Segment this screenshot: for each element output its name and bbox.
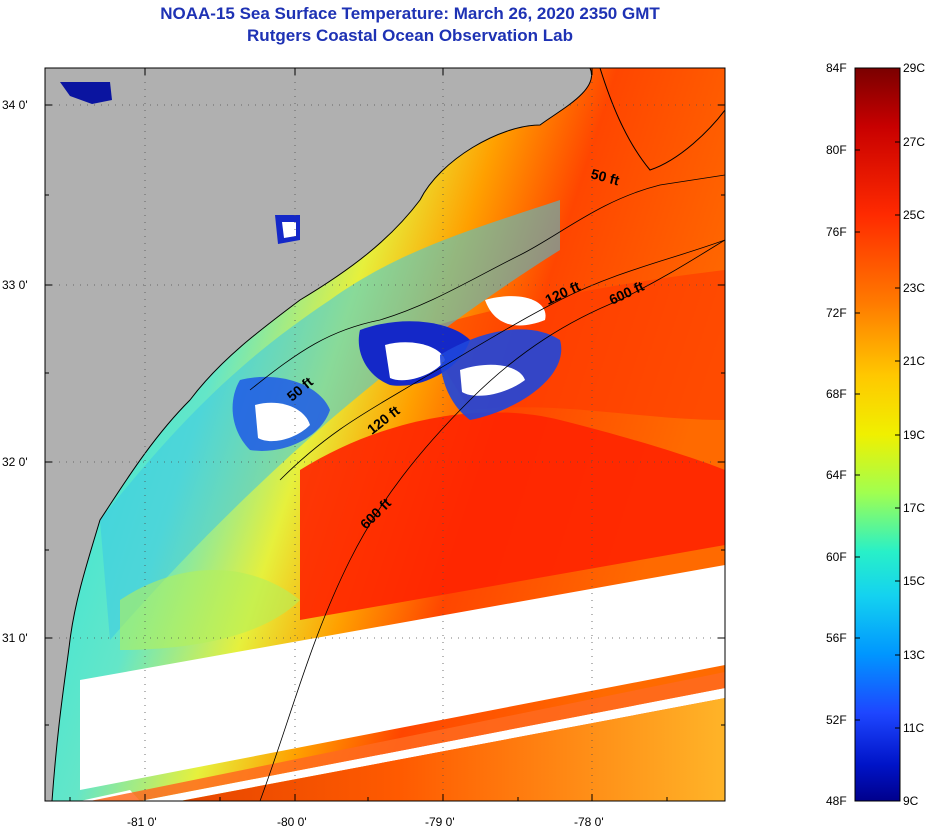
lat-label-34: 34 0' [2, 98, 28, 112]
isobath-120ft [279, 239, 725, 481]
map-subtitle: Rutgers Coastal Ocean Observation Lab [247, 26, 573, 45]
cb-c-11: 11C [903, 721, 925, 735]
cb-c-25: 25C [903, 208, 926, 222]
lat-label-32: 32 0' [2, 455, 28, 469]
cb-f-56: 56F [826, 631, 847, 645]
isobath-label-50a: 50 ft [589, 165, 621, 188]
plot-frame [44, 67, 726, 802]
cb-f-64: 64F [826, 468, 847, 482]
cb-c-15: 15C [903, 574, 926, 588]
map-title: NOAA-15 Sea Surface Temperature: March 2… [160, 4, 660, 23]
lon-label-79: -79 0' [425, 815, 455, 829]
coastline-nc [599, 68, 725, 171]
cb-c-9: 9C [903, 794, 919, 808]
coastline [51, 68, 593, 801]
axis-ticks [45, 68, 725, 801]
cb-f-84: 84F [826, 61, 847, 75]
cb-c-23: 23C [903, 281, 926, 295]
cb-c-13: 13C [903, 648, 926, 662]
cb-f-60: 60F [826, 550, 847, 564]
cb-f-72: 72F [826, 306, 847, 320]
south-data-strip [180, 698, 725, 801]
cb-f-68: 68F [826, 387, 847, 401]
colorbar-ticks [855, 141, 900, 729]
cb-c-17: 17C [903, 501, 926, 515]
lat-label-31: 31 0' [2, 631, 28, 645]
warm-core [300, 412, 725, 620]
lon-label-80: -80 0' [277, 815, 307, 829]
lat-label-33: 33 0' [2, 278, 28, 292]
cloud-patch-3 [485, 296, 546, 326]
cb-c-21: 21C [903, 354, 926, 368]
nodata-swath [80, 565, 725, 790]
isobath-50ft [249, 174, 725, 391]
cb-f-76: 76F [826, 225, 847, 239]
cb-c-27: 27C [903, 135, 926, 149]
land-mass [45, 68, 592, 801]
cool-shelf [100, 200, 560, 640]
cb-f-80: 80F [826, 143, 847, 157]
cb-c-29: 29C [903, 61, 926, 75]
lake-patch [60, 82, 112, 104]
lon-label-78: -78 0' [574, 815, 604, 829]
lon-label-81: -81 0' [127, 815, 157, 829]
cb-f-52: 52F [826, 713, 847, 727]
shelf-green [120, 570, 300, 650]
cb-c-19: 19C [903, 428, 926, 442]
colorbar [854, 67, 901, 802]
isobath-600ft [259, 239, 725, 801]
cb-f-48: 48F [826, 794, 847, 808]
